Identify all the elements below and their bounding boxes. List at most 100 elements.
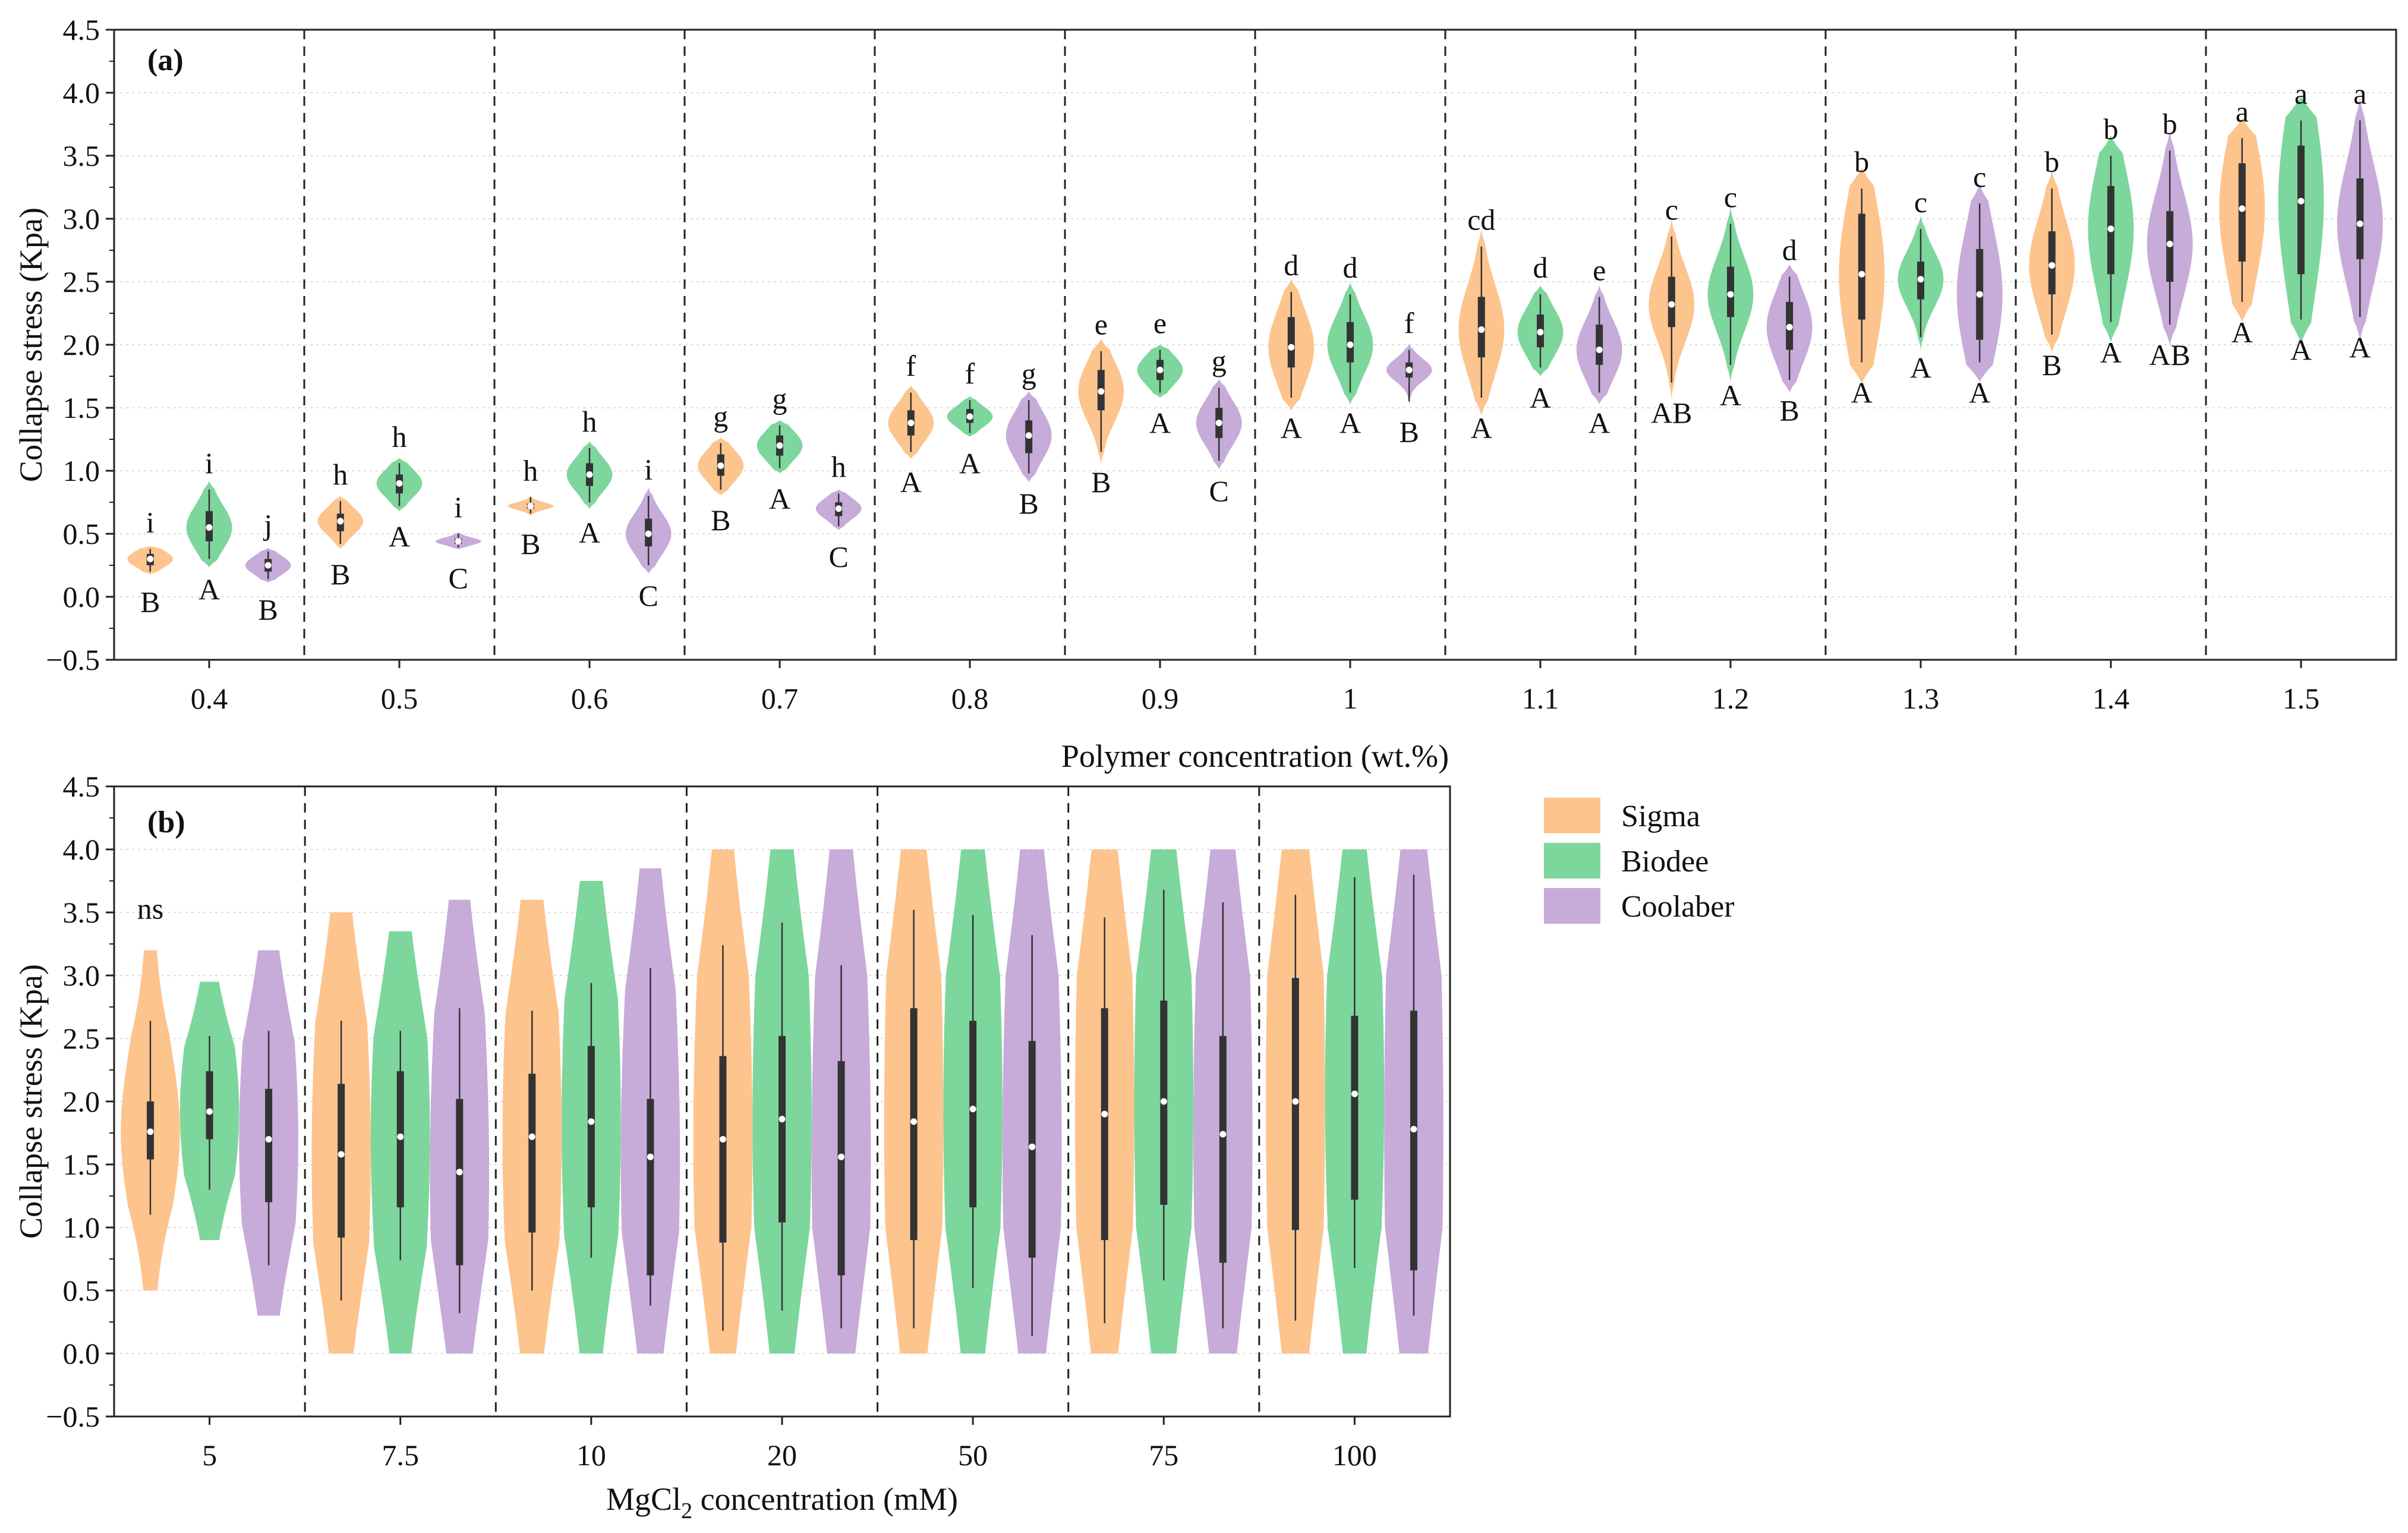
violin-median	[1347, 341, 1354, 348]
violin-top-letter: a	[2236, 95, 2249, 128]
violin-biodee-75	[1134, 849, 1194, 1353]
violin-top-letter: h	[333, 458, 348, 491]
violin-bottom-letter: A	[1339, 407, 1361, 440]
x-tick-label: 0.7	[761, 682, 799, 715]
violin-median	[717, 462, 724, 470]
violin-bottom-letter: B	[259, 593, 278, 626]
violin-coolaber-1.5: aA	[2337, 77, 2383, 364]
violin-coolaber-0.8: gB	[1006, 357, 1052, 520]
violin-top-letter: e	[1153, 306, 1167, 339]
violin-bottom-letter: B	[1091, 465, 1111, 499]
violin-coolaber-5	[239, 950, 298, 1316]
violin-top-letter: f	[1404, 306, 1414, 339]
violin-iqr-box	[528, 1074, 536, 1233]
x-tick-label: 50	[958, 1438, 988, 1472]
violin-coolaber-1.3: cA	[1956, 160, 2003, 410]
plot-frame	[113, 29, 2397, 661]
y-tick-label: 3.0	[63, 959, 100, 992]
violin-iqr-box	[1596, 325, 1603, 365]
violin-sigma-0.4: iB	[127, 505, 174, 619]
violin-median	[838, 1153, 845, 1160]
violin-top-letter: f	[906, 350, 916, 383]
violin-sigma-0.5: hB	[317, 458, 364, 591]
violin-top-letter: d	[1284, 248, 1298, 282]
violin-top-letter: cd	[1467, 203, 1495, 237]
y-axis-title: Collapse stress (Kpa)	[13, 964, 49, 1239]
violin-iqr-box	[587, 1046, 595, 1208]
violin-bottom-letter: B	[330, 558, 350, 591]
violin-median	[1478, 326, 1485, 333]
y-tick-label: 1.5	[63, 391, 100, 424]
violin-median	[1976, 291, 1983, 298]
violin-median	[1101, 1110, 1108, 1118]
violin-median	[1156, 366, 1164, 373]
violin-top-letter: a	[2294, 77, 2308, 111]
y-tick-label: 2.5	[63, 1022, 100, 1055]
violin-top-letter: g	[1022, 357, 1036, 390]
violin-sigma-1: dA	[1268, 248, 1315, 445]
violin-median	[719, 1136, 726, 1143]
violin-iqr-box	[837, 1061, 845, 1276]
violin-median	[1858, 270, 1865, 278]
violin-bottom-letter: C	[829, 540, 849, 573]
x-tick-label: 7.5	[382, 1438, 419, 1472]
violin-biodee-1.5: aA	[2278, 77, 2324, 367]
violin-top-letter: b	[2163, 108, 2177, 141]
y-tick-label: −0.5	[46, 643, 100, 676]
violin-sigma-50	[884, 849, 944, 1353]
violin-iqr-box	[206, 1071, 213, 1139]
violin-top-letter: i	[644, 452, 653, 486]
violin-top-letter: h	[523, 454, 538, 487]
violin-bottom-letter: A	[1851, 376, 1873, 410]
violin-median	[1668, 301, 1675, 308]
violin-median	[2239, 205, 2246, 212]
violin-biodee-0.9: eA	[1137, 306, 1183, 440]
x-tick-label: 0.5	[381, 682, 418, 715]
violin-median	[147, 1128, 154, 1135]
violin-median	[1292, 1098, 1299, 1105]
violin-median	[1405, 366, 1413, 373]
violin-bottom-letter: B	[140, 586, 160, 619]
violin-median	[1410, 1126, 1417, 1133]
violin-median	[1351, 1090, 1358, 1097]
violin-median	[907, 419, 915, 426]
x-tick-label: 1.3	[1902, 682, 1940, 715]
legend-label-coolaber: Coolaber	[1621, 890, 1735, 924]
violin-median	[396, 480, 403, 487]
violin-iqr-box	[1351, 1015, 1359, 1200]
panel-label: (b)	[147, 805, 185, 839]
violin-biodee-0.5: hA	[376, 420, 423, 553]
violin-top-letter: i	[205, 446, 213, 480]
violin-coolaber-1.4: b AB	[2147, 108, 2193, 372]
violin-coolaber-1: fB	[1386, 306, 1432, 448]
y-tick-label: 1.5	[63, 1148, 100, 1181]
violin-sigma-0.6: hB	[508, 454, 554, 561]
violin-bottom-letter: A	[1530, 381, 1551, 414]
x-tick-label: 20	[767, 1438, 797, 1472]
legend-label-sigma: Sigma	[1621, 799, 1700, 833]
y-tick-label: 3.0	[63, 202, 100, 235]
violin-median	[966, 413, 973, 420]
violin-median	[206, 1108, 213, 1115]
violin-bottom-letter: A	[2232, 316, 2253, 349]
panel-a: iBiAjB0.4hBhAiC0.5hBhAiC0.6gBgAhC0.7fAfA…	[13, 13, 2397, 774]
violin-median	[1219, 1131, 1227, 1138]
y-tick-label: 3.5	[63, 896, 100, 929]
violin-sigma-5	[121, 950, 180, 1290]
x-tick-label: 1.4	[2092, 682, 2130, 715]
violin-top-letter: j	[263, 508, 272, 542]
violin-sigma-0.8: fA	[888, 350, 934, 499]
violin-coolaber-10	[620, 868, 680, 1353]
y-tick-label: 4.5	[63, 770, 100, 803]
violin-biodee-0.6: hA	[566, 405, 613, 549]
violin-iqr-box	[1410, 1011, 1417, 1271]
violin-top-letter: a	[2353, 77, 2366, 111]
violin-iqr-box	[2297, 146, 2305, 275]
violin-bottom-letter: A	[2290, 333, 2312, 367]
violin-top-letter: c	[1724, 180, 1737, 213]
violin-median	[1786, 323, 1793, 330]
violin-top-letter: e	[1593, 253, 1606, 287]
violin-top-letter: b	[2044, 145, 2059, 178]
violin-median	[588, 1118, 595, 1125]
